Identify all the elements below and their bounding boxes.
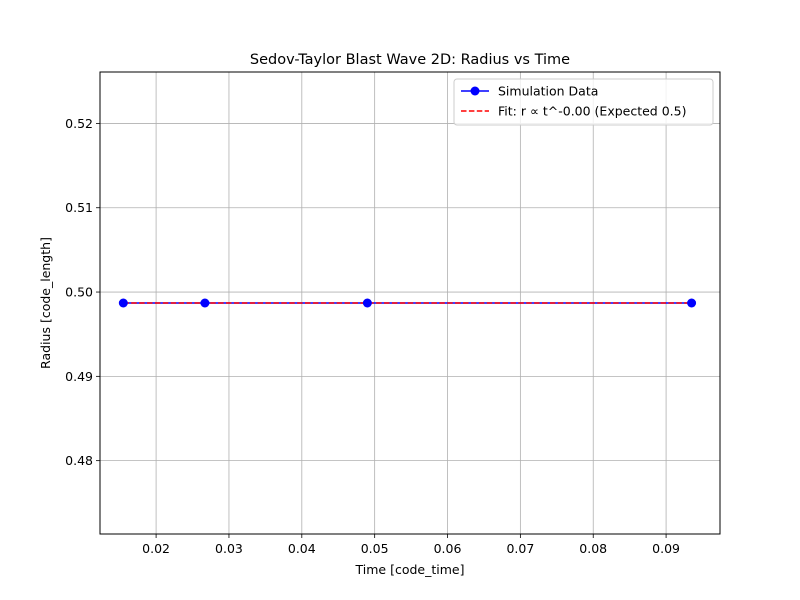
x-tick-label: 0.05 [361,541,389,556]
data-point [362,298,372,308]
x-tick-label: 0.06 [434,541,462,556]
legend-marker-simulation [470,86,480,96]
plot-frame [99,71,721,535]
x-tick-label: 0.03 [215,541,243,556]
y-tick-label: 0.50 [65,285,93,300]
x-tick-label: 0.02 [142,541,170,556]
data-point [118,298,128,308]
x-axis-label: Time [code_time] [355,562,465,577]
ticks: 0.02 0.03 0.04 0.05 0.06 0.07 0.08 0.09 0.48 0.49… [65,116,680,556]
y-tick-label: 0.52 [65,116,93,131]
legend-box [453,78,714,126]
x-tick-label: 0.08 [579,541,607,556]
x-tick-label: 0.07 [506,541,534,556]
y-tick-label: 0.51 [65,200,93,215]
x-tick-label: 0.09 [652,541,680,556]
data-point [687,298,697,308]
legend: Simulation Data Fit: r ∝ t^-0.00 (Expect… [453,78,714,126]
y-tick-label: 0.49 [65,369,93,384]
x-tick-label: 0.04 [288,541,316,556]
y-axis-label: Radius [code_length] [38,237,53,369]
y-tick-label: 0.48 [65,453,93,468]
series [118,298,697,308]
chart-title: Sedov-Taylor Blast Wave 2D: Radius vs Ti… [250,52,570,68]
data-point [200,298,210,308]
legend-label-fit: Fit: r ∝ t^-0.00 (Expected 0.5) [498,104,686,119]
legend-label-simulation: Simulation Data [498,84,598,99]
